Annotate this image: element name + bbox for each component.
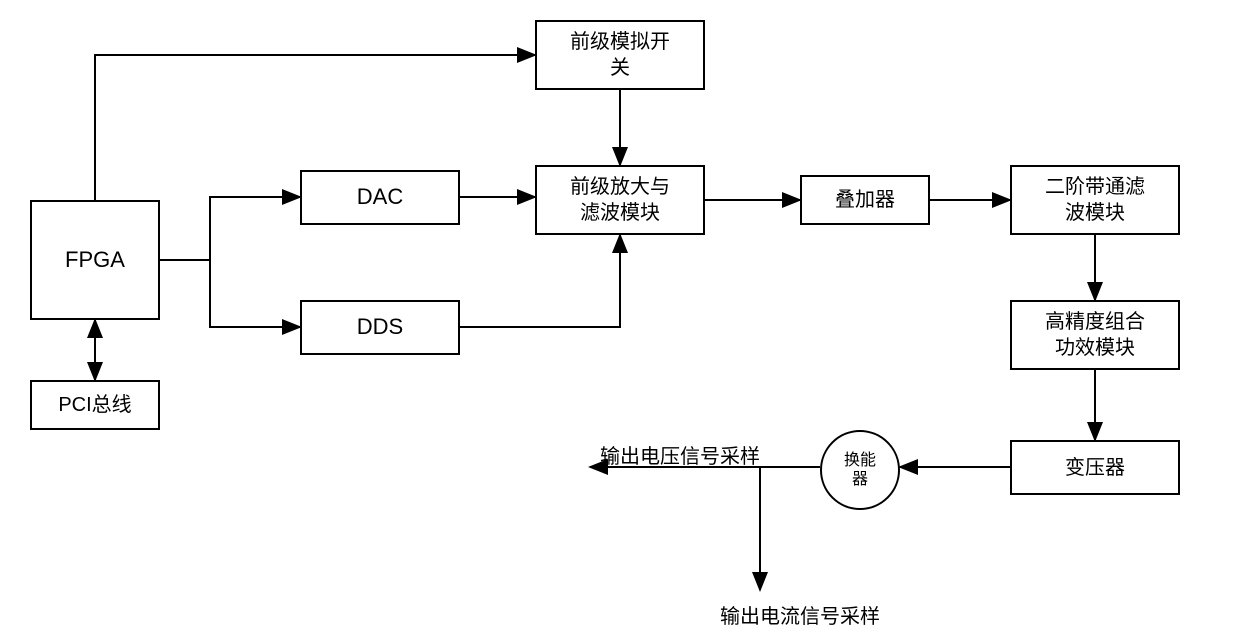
dds-block: DDS — [300, 300, 460, 355]
voltage-sample-label: 输出电压信号采样 — [580, 440, 780, 469]
preswitch-block: 前级模拟开 关 — [535, 20, 705, 90]
poweramp-block: 高精度组合 功效模块 — [1010, 300, 1180, 370]
current-sample-label: 输出电流信号采样 — [700, 600, 900, 629]
preamp-block: 前级放大与 滤波模块 — [535, 165, 705, 235]
transducer-circle: 换能 器 — [820, 430, 900, 510]
bandpass-block: 二阶带通滤 波模块 — [1010, 165, 1180, 235]
pci-bus-block: PCI总线 — [30, 380, 160, 430]
dac-block: DAC — [300, 170, 460, 225]
transformer-block: 变压器 — [1010, 440, 1180, 495]
adder-block: 叠加器 — [800, 175, 930, 225]
fpga-block: FPGA — [30, 200, 160, 320]
